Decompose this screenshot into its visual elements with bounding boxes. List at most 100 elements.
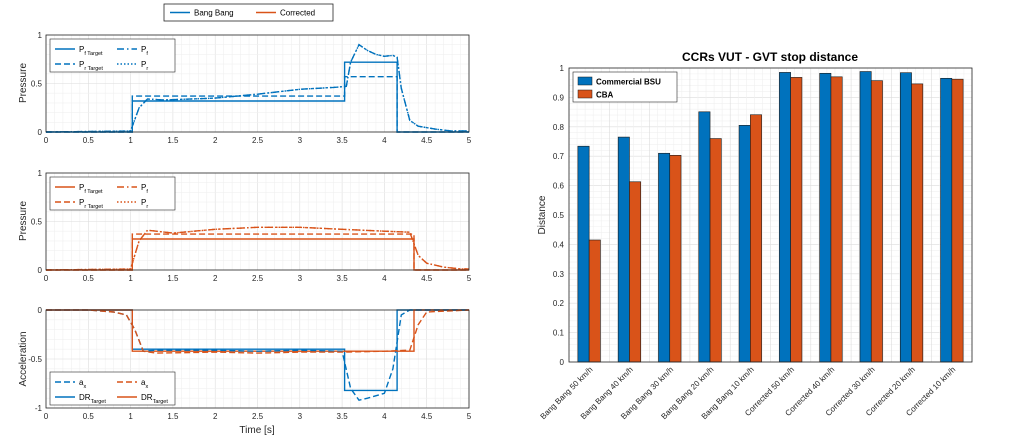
legend-label: Pr bbox=[141, 198, 148, 210]
bar-commercial-bsu bbox=[940, 77, 953, 363]
y-tick-label: 0 bbox=[38, 128, 43, 137]
x-tick-label: 5 bbox=[467, 412, 472, 421]
legend: ax ax DRTarget DRTarget bbox=[49, 371, 176, 406]
bar-cba bbox=[790, 77, 803, 363]
legend-label-bang-bang: Bang Bang bbox=[194, 9, 234, 18]
y-tick-label: 0.5 bbox=[31, 218, 43, 227]
bar-commercial-bsu bbox=[738, 125, 751, 363]
y-tick-label: 0.6 bbox=[553, 182, 565, 191]
legend: Commercial BSU CBA bbox=[572, 71, 678, 103]
bar-commercial-bsu bbox=[577, 145, 590, 363]
x-tick-label: 2.5 bbox=[252, 136, 264, 145]
x-tick-label: 1.5 bbox=[167, 274, 179, 283]
y-axis-label: Acceleration bbox=[18, 331, 29, 386]
bar-cba bbox=[951, 78, 964, 363]
bar-cba bbox=[588, 239, 601, 363]
x-tick-label: 3.5 bbox=[337, 136, 349, 145]
tick-labels: 0 0.5 1 1.5 2 2.5 3 3.5 4 4.5 5 0 0.5 1 bbox=[31, 169, 472, 283]
series-line-dashed bbox=[46, 233, 469, 271]
x-tick-label: 1.5 bbox=[167, 412, 179, 421]
y-tick-label: 0.9 bbox=[553, 93, 565, 102]
x-tick-label: 4 bbox=[382, 136, 387, 145]
legend-label: Pf bbox=[141, 45, 148, 57]
y-tick-label: -0.5 bbox=[28, 355, 42, 364]
x-tick-label: 5 bbox=[467, 136, 472, 145]
series-lines bbox=[45, 43, 469, 133]
x-tick-label: 0.5 bbox=[83, 274, 95, 283]
y-tick-label: 0 bbox=[38, 306, 43, 315]
x-tick-label: 1 bbox=[128, 274, 133, 283]
legend-label: Pf Target bbox=[79, 183, 103, 195]
x-tick-label: 1.5 bbox=[167, 136, 179, 145]
legend-label: Pf Target bbox=[79, 45, 103, 57]
axes-box bbox=[45, 172, 470, 271]
tick-labels: 0 0.5 1 1.5 2 2.5 3 3.5 4 4.5 5 0 0.5 1 bbox=[31, 31, 472, 145]
bar-commercial-bsu bbox=[779, 72, 791, 363]
x-tick-label: 0 bbox=[44, 274, 49, 283]
y-tick-label: 1 bbox=[38, 169, 43, 178]
legend-box bbox=[49, 371, 176, 406]
bar-cba bbox=[669, 155, 682, 363]
bar-cba bbox=[870, 80, 883, 363]
x-tick-label: 3.5 bbox=[337, 412, 349, 421]
x-tick-label: 3.5 bbox=[337, 274, 349, 283]
y-tick-label: 0.5 bbox=[31, 80, 43, 89]
bar-commercial-bsu bbox=[658, 152, 671, 363]
x-tick-label: 4.5 bbox=[421, 136, 433, 145]
series-line-dashed bbox=[46, 309, 470, 354]
bar-commercial-bsu bbox=[698, 111, 711, 363]
x-tick-label: 2 bbox=[213, 412, 218, 421]
bar-cba bbox=[830, 76, 843, 363]
y-tick-label: 0.1 bbox=[553, 329, 565, 338]
y-tick-label: 0 bbox=[38, 266, 43, 275]
legend-label: ax bbox=[141, 378, 148, 390]
top-legend: Bang Bang Corrected bbox=[163, 3, 334, 22]
legend-label: Pr Target bbox=[79, 60, 103, 72]
legend-swatch bbox=[577, 89, 593, 99]
bar-chart: CCRs VUT - GVT stop distance 0 0.1 0.2 0.3 0… bbox=[537, 50, 973, 421]
x-tick-label: 0 bbox=[44, 136, 49, 145]
y-axis-label: Pressure bbox=[18, 201, 29, 241]
y-axis-label: Distance bbox=[537, 195, 548, 234]
x-tick-label: 4 bbox=[382, 274, 387, 283]
bar-commercial-bsu bbox=[819, 72, 832, 363]
legend-label: Pr Target bbox=[79, 198, 103, 210]
x-tick-label: 4.5 bbox=[421, 412, 433, 421]
x-tick-label: 3 bbox=[298, 136, 303, 145]
y-tick-label: 0 bbox=[560, 358, 565, 367]
y-tick-label: 0.2 bbox=[553, 299, 565, 308]
subplot-blue-pressure: 0 0.5 1 1.5 2 2.5 3 3.5 4 4.5 5 0 0.5 1 Pressure Pf T… bbox=[18, 31, 472, 145]
legend-label: ax bbox=[79, 378, 86, 390]
x-tick-label: 2.5 bbox=[252, 274, 264, 283]
legend-label: DRTarget bbox=[141, 393, 168, 405]
subplot-acceleration: 0 0.5 1 1.5 2 2.5 3 3.5 4 4.5 5 -1 -0.5 0 Acceleratio… bbox=[18, 306, 472, 436]
y-tick-label: 0.5 bbox=[553, 211, 565, 220]
bar-cba bbox=[629, 181, 642, 363]
axes-box bbox=[45, 309, 470, 409]
legend: Pf Target Pf Pr Target Pr bbox=[49, 176, 176, 211]
legend-label: Pf bbox=[141, 183, 148, 195]
x-tick-label: 2.5 bbox=[252, 412, 264, 421]
y-tick-label: 0.4 bbox=[553, 240, 565, 249]
legend-box bbox=[49, 38, 176, 73]
x-tick-label: 4 bbox=[382, 412, 387, 421]
x-tick-label: 4.5 bbox=[421, 274, 433, 283]
axes-box bbox=[568, 67, 973, 363]
chart-title: CCRs VUT - GVT stop distance bbox=[682, 50, 858, 64]
x-tick-label: 5 bbox=[467, 274, 472, 283]
bar-cba bbox=[750, 114, 762, 363]
legend: Pf Target Pf Pr Target Pr bbox=[49, 38, 176, 73]
bar-commercial-bsu bbox=[859, 71, 872, 363]
x-axis-label: Time [s] bbox=[239, 425, 274, 436]
bar-cba bbox=[911, 83, 924, 363]
y-tick-label: 0.8 bbox=[553, 123, 565, 132]
legend-label-corrected: Corrected bbox=[280, 9, 315, 18]
x-tick-label: 0.5 bbox=[83, 136, 95, 145]
bar-cba bbox=[709, 138, 722, 363]
series-line-dotted bbox=[45, 43, 469, 133]
axes-box bbox=[45, 34, 470, 133]
legend-label: Pr bbox=[141, 60, 148, 72]
y-axis-label: Pressure bbox=[18, 63, 29, 103]
bars bbox=[577, 71, 964, 363]
